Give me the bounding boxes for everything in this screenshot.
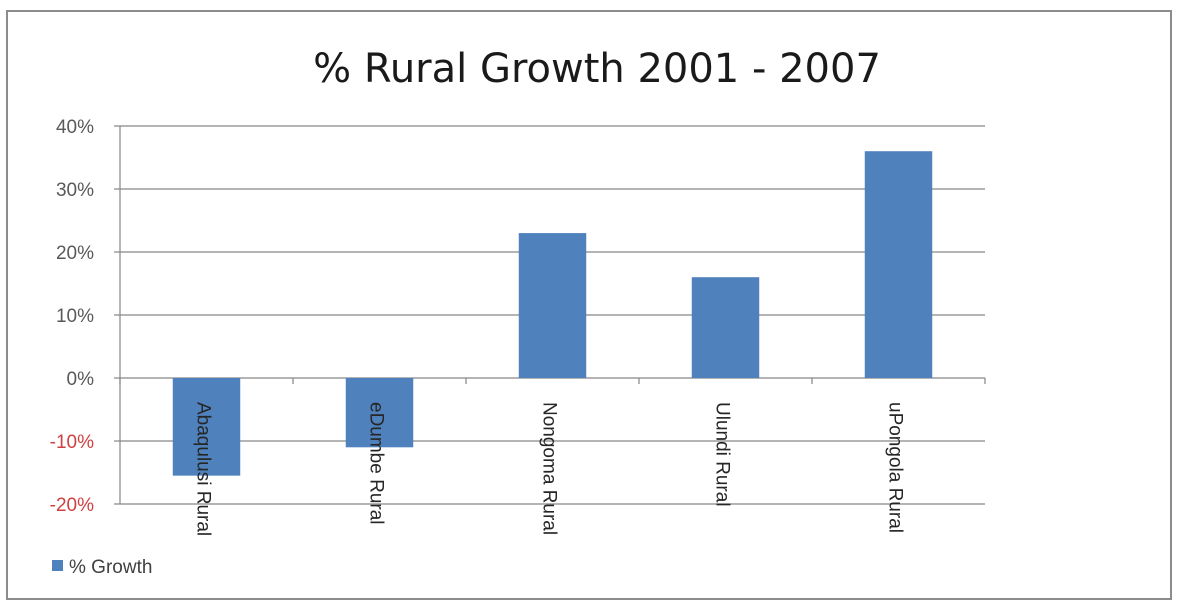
gridlines (120, 125, 985, 505)
category-label: uPongola Rural (885, 402, 906, 533)
category-labels: Abaqulusi Rural eDumbe Rural Nongoma Rural… (193, 402, 906, 536)
chart-frame (6, 10, 1172, 600)
y-tick-label: 0% (67, 369, 95, 390)
y-tick-label: 40% (56, 117, 94, 138)
legend-swatch (52, 560, 63, 571)
bar (172, 378, 241, 476)
bar (518, 233, 587, 378)
category-label: Ulundi Rural (712, 402, 733, 507)
legend-label: % Growth (69, 557, 152, 578)
bar (864, 151, 933, 378)
bar (345, 378, 414, 448)
y-tick-label: -10% (50, 432, 94, 453)
chart-title: % Rural Growth 2001 - 2007 (313, 46, 881, 92)
y-tick-label: 10% (56, 306, 94, 327)
legend: % Growth (52, 557, 152, 578)
category-label: Nongoma Rural (539, 402, 560, 535)
category-label: eDumbe Rural (366, 402, 387, 525)
y-tick-label: 30% (56, 180, 94, 201)
category-label: Abaqulusi Rural (193, 402, 214, 536)
bars (172, 151, 933, 476)
y-tick-label: -20% (50, 495, 94, 516)
y-tick-label: 20% (56, 243, 94, 264)
bar (691, 277, 760, 378)
bar-chart: % Rural Growth 2001 - 2007 40% 30% 20% 10% 0… (50, 46, 986, 578)
